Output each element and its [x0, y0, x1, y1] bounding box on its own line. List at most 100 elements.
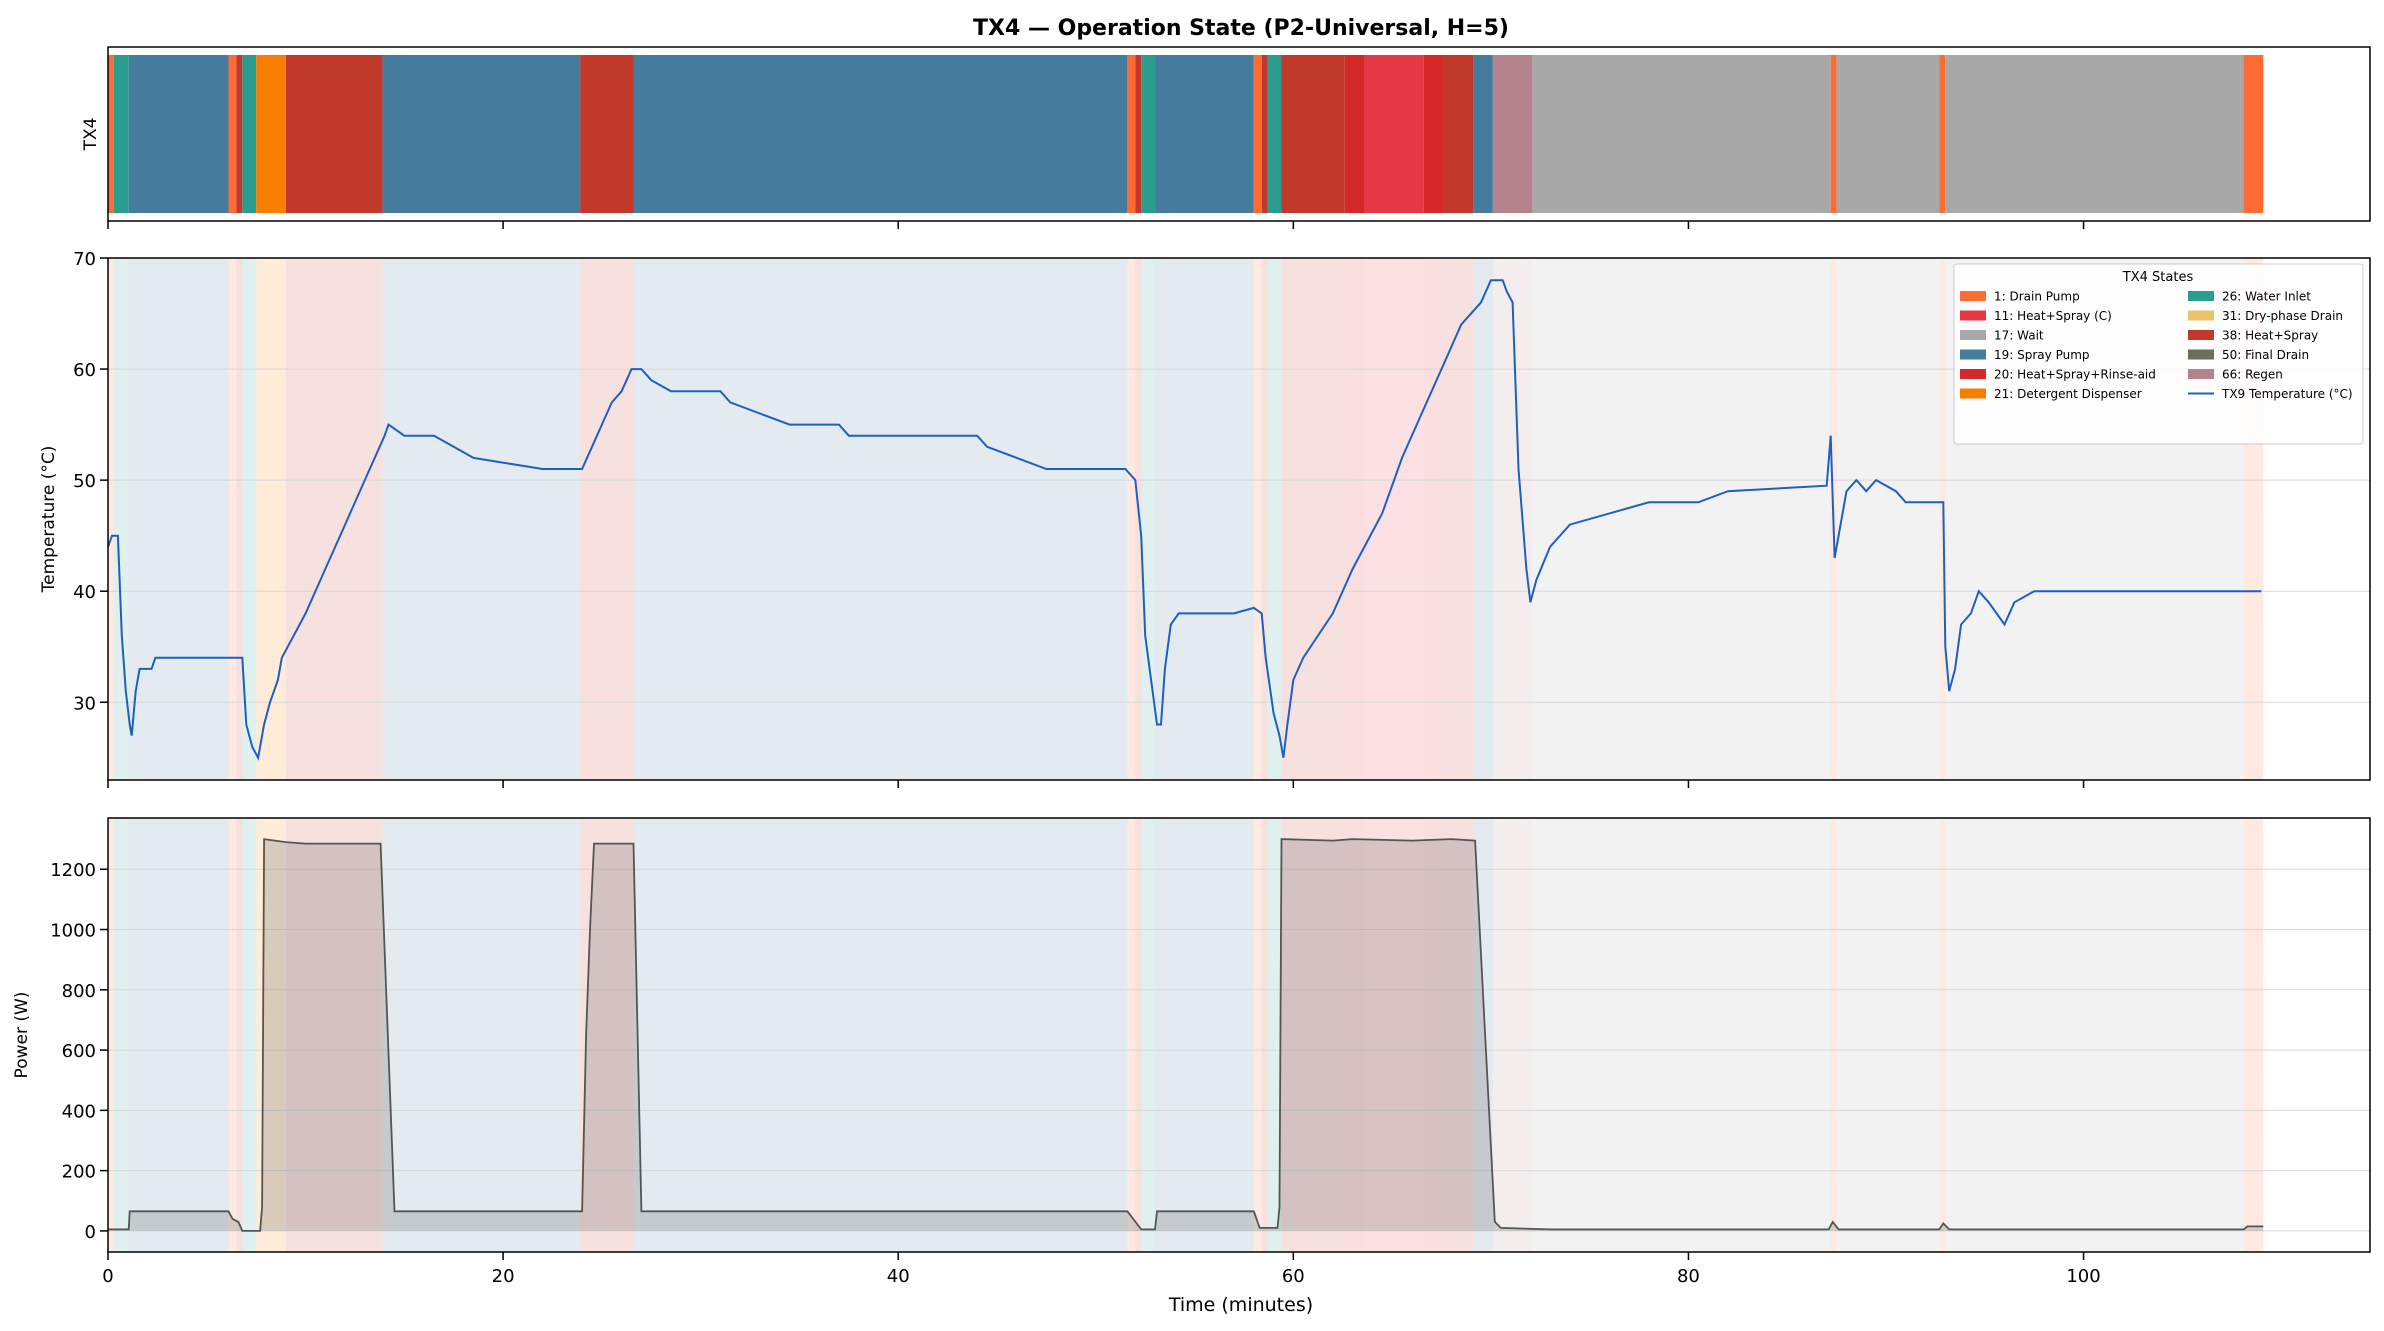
legend-swatch: [2188, 310, 2214, 321]
state-band: [236, 818, 243, 1252]
legend-swatch: [2188, 369, 2214, 379]
state-band: [1141, 818, 1156, 1252]
state-band: [382, 258, 581, 780]
legend-swatch: [1960, 291, 1986, 301]
state-band: [1261, 258, 1268, 780]
state-band: [1344, 818, 1365, 1252]
state-segment: [1253, 55, 1262, 213]
y-tick-label: 70: [73, 249, 96, 270]
legend-title: TX4 States: [2122, 270, 2194, 285]
power-series: [108, 838, 2264, 1232]
x-axis-label: Time (minutes): [1168, 1294, 1313, 1316]
state-band: [1127, 258, 1136, 780]
state-segment: [633, 55, 1128, 213]
state-segment: [108, 55, 114, 213]
state-segment: [1344, 55, 1365, 213]
state-band: [128, 258, 229, 780]
state-segment: [1127, 55, 1136, 213]
state-band: [1155, 258, 1254, 780]
state-band: [1492, 258, 1533, 780]
state-band: [113, 818, 129, 1252]
legend-swatch: [1960, 388, 1986, 399]
state-band: [1267, 258, 1282, 780]
state-segment: [1473, 55, 1493, 213]
state-band: [113, 258, 129, 780]
legend-label: 50: Final Drain: [2222, 348, 2309, 362]
legend-label: 31: Dry-phase Drain: [2222, 309, 2343, 323]
temperature-panel: 30 40 50 60 70 Temperature (°C) TX4 States 1…: [39, 249, 2371, 788]
y-tick-label: 30: [73, 693, 96, 714]
legend-frame: [1953, 263, 2364, 445]
y-tick-label: 600: [62, 1041, 96, 1062]
state-band: [1364, 258, 1424, 780]
power-area-fill: [108, 839, 2264, 1231]
power-frame: [107, 817, 2371, 1253]
state-band: [1532, 818, 1831, 1252]
state-segment: [1135, 55, 1142, 213]
temperature-state-bands: [108, 258, 2264, 780]
state-band: [1492, 818, 1533, 1252]
state-band: [1253, 258, 1262, 780]
state-segment: [1364, 55, 1424, 213]
state-band: [108, 258, 114, 780]
state-segment: [236, 55, 243, 213]
y-tick-label: 50: [73, 471, 96, 492]
temperature-line: [107, 279, 2262, 761]
legend: TX4 States 1: Drain Pump 11: Heat+Spray (…: [1953, 263, 2364, 445]
state-segment: [580, 55, 634, 213]
state-band: [228, 818, 237, 1252]
state-segment: [285, 55, 383, 213]
state-segment: [1267, 55, 1282, 213]
state-segment: [1281, 55, 1345, 213]
temperature-series: [107, 279, 2262, 761]
state-band: [1830, 818, 1837, 1252]
state-strip-panel: TX4: [81, 46, 2371, 229]
state-segment: [1261, 55, 1268, 213]
state-segment: [128, 55, 229, 213]
state-band: [1423, 818, 1444, 1252]
state-band: [1141, 258, 1156, 780]
state-segment: [242, 55, 257, 213]
state-segment: [1141, 55, 1156, 213]
power-state-bands: [108, 818, 2264, 1252]
y-tick-label: 200: [62, 1162, 96, 1183]
x-tick-label: 40: [887, 1266, 910, 1287]
state-segment: [256, 55, 286, 213]
y-tick-label: 60: [73, 360, 96, 381]
legend-label: 11: Heat+Spray (C): [1994, 309, 2112, 323]
state-segment: [1836, 55, 1940, 213]
state-band: [1939, 258, 1946, 780]
legend-swatch: [1960, 310, 1986, 321]
state-band: [1261, 818, 1268, 1252]
state-segment: [382, 55, 581, 213]
legend-label: 20: Heat+Spray+Rinse-aid: [1994, 368, 2156, 382]
x-tick-label: 100: [2066, 1266, 2100, 1287]
state-band: [1253, 818, 1262, 1252]
power-y-ticks: 0 200 400 600 800 1000 1200: [50, 860, 108, 1243]
state-band: [1473, 258, 1493, 780]
state-band: [256, 818, 286, 1252]
state-segment: [1492, 55, 1533, 213]
state-band: [633, 258, 1128, 780]
state-band: [285, 818, 383, 1252]
legend-entries: 1: Drain Pump 11: Heat+Spray (C) 17: Wait 1…: [1960, 290, 2353, 401]
y-tick-label: 1200: [50, 860, 96, 881]
state-band: [1443, 258, 1474, 780]
legend-swatch: [2188, 330, 2214, 340]
state-segment: [1945, 55, 2244, 213]
state-band: [633, 818, 1128, 1252]
state-segment: [228, 55, 237, 213]
state-band: [128, 818, 229, 1252]
temperature-x-ticks: [107, 780, 2085, 788]
state-band: [228, 258, 237, 780]
state-band: [1945, 818, 2244, 1252]
legend-label: 17: Wait: [1994, 329, 2044, 343]
legend-label: 26: Water Inlet: [2222, 290, 2311, 304]
power-line: [108, 838, 2264, 1232]
legend-swatch: [1960, 330, 1986, 340]
state-band: [580, 818, 634, 1252]
state-band: [1364, 818, 1424, 1252]
state-band: [256, 258, 286, 780]
